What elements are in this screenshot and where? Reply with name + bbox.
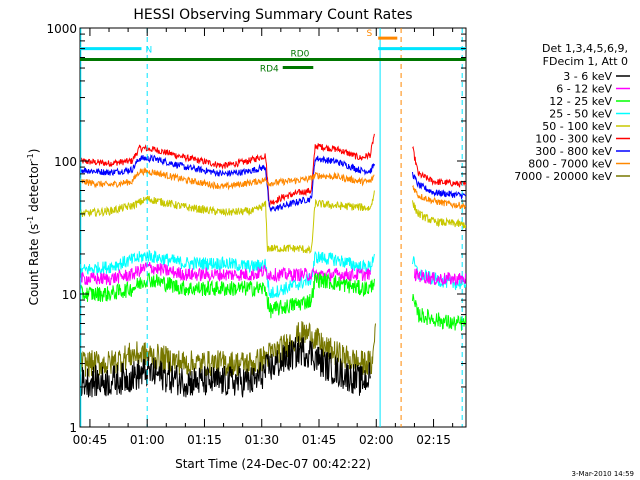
legend-header-1: FDecim 1, Att 0 [543,55,628,68]
y-axis-label-mid: detector [27,161,41,216]
series-line-7-0 [80,321,376,378]
legend-entry-label-5: 100 - 300 keV [535,133,612,146]
y-axis-label-end: ) [27,149,41,154]
axes: 00:45 01:00 01:15 01:30 01:45 02:00 02:15 1 10 10… [46,22,466,447]
series-line-0-1 [412,145,466,188]
legend-entry-label-0: 3 - 6 keV [563,70,612,83]
series-line-6-1 [412,294,466,331]
legend-entry-label-8: 7000 - 20000 keV [514,170,612,183]
y-axis-label-sup2: -1 [26,153,35,161]
series-line-5-1 [414,268,466,286]
series-line-8-0 [80,336,371,398]
legend-entry-label-1: 6 - 12 keV [556,83,612,96]
y-tick-label-1: 10 [62,288,77,302]
timestamp: 3-Mar-2010 14:59 [572,470,634,478]
series-line-1-0 [80,153,375,213]
series-line-3-1 [412,200,466,229]
series-line-3-0 [80,190,375,254]
y-axis-label: Count Rate (s-1 detector-1) [26,149,41,306]
series-line-1-1 [412,171,466,200]
x-tick-label-3: 01:30 [244,433,279,447]
plot-clip-group [80,28,466,427]
legend-entry-label-4: 50 - 100 keV [542,120,612,133]
y-axis-label-main: Count Rate (s [27,224,41,306]
legend-header-0: Det 1,3,4,5,6,9, [542,42,628,55]
x-tick-label-5: 02:00 [359,433,394,447]
flag-label-2: S [366,29,372,39]
x-axis-label: Start Time (24-Dec-07 00:42:22) [175,457,371,471]
series-line-5-0 [80,262,371,286]
legend-entry-label-6: 300 - 800 keV [535,145,612,158]
y-tick-label-0: 1 [69,421,77,435]
series-line-2-0 [80,167,375,191]
legend-entry-label-2: 12 - 25 keV [549,95,612,108]
legend: Det 1,3,4,5,6,9,FDecim 1, Att 0 3 - 6 keV… [514,42,630,183]
flag-label-4: RD4 [260,64,279,74]
chart-title: HESSI Observing Summary Count Rates [133,7,412,23]
series-line-2-1 [412,184,466,210]
x-tick-label-0: 00:45 [73,433,108,447]
legend-entry-label-7: 800 - 7000 keV [528,158,612,171]
x-tick-label-2: 01:15 [187,433,222,447]
legend-entry-label-3: 25 - 50 keV [549,108,612,121]
y-axis-label-sup1: -1 [26,216,35,224]
flag-label-3: RD0 [290,49,309,59]
x-tick-label-4: 01:45 [302,433,337,447]
y-tick-label-3: 1000 [46,22,77,36]
flag-label-0: N [145,46,152,56]
series-line-4-1 [412,256,466,291]
series-line-6-0 [80,272,375,319]
plot-content: N S RD0 RD4 [80,28,466,427]
series-line-0-0 [80,133,375,208]
x-tick-label-6: 02:15 [416,433,451,447]
series-line-4-0 [80,249,375,299]
x-tick-label-1: 01:00 [130,433,165,447]
y-tick-label-2: 100 [54,155,77,169]
